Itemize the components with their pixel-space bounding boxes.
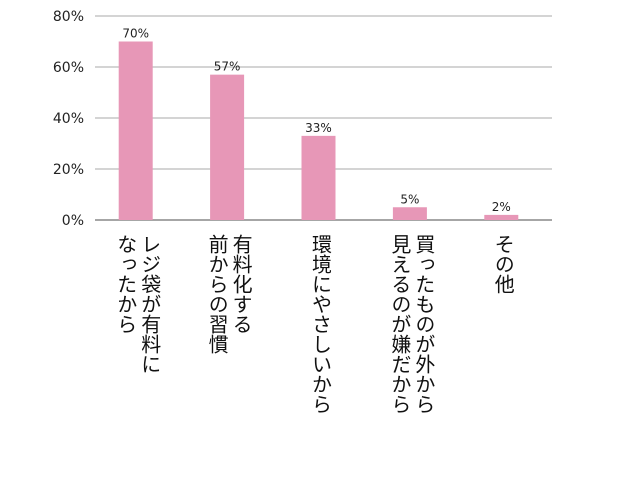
y-tick-label: 80% — [53, 9, 84, 25]
data-label: 2% — [492, 200, 511, 214]
y-tick-label: 60% — [53, 60, 84, 76]
x-category-label: レジ袋が有料に なったから — [113, 234, 162, 374]
x-category-label: 有料化する 前からの習慣 — [205, 234, 254, 354]
bar — [118, 41, 153, 220]
bar — [210, 74, 245, 221]
y-tick-label: 0% — [62, 213, 84, 229]
x-category-label: 買ったものが外から 見えるのが嫌だから — [387, 234, 436, 414]
bar — [484, 214, 519, 220]
data-label: 33% — [305, 121, 332, 135]
data-label: 57% — [214, 60, 241, 74]
bars — [118, 41, 519, 221]
y-axis-ticks: 0% 20% 40% 60% 80% — [53, 9, 84, 229]
data-label: 5% — [400, 192, 419, 206]
x-category-label: 環境にやさしいから — [308, 234, 333, 414]
bar — [392, 207, 427, 220]
y-tick-label: 40% — [53, 111, 84, 127]
y-tick-label: 20% — [53, 162, 84, 178]
x-category-label: その他 — [491, 234, 516, 294]
bar — [301, 135, 336, 220]
data-label: 70% — [122, 27, 149, 41]
data-labels: 70% 57% 33% 5% 2% — [122, 27, 510, 214]
